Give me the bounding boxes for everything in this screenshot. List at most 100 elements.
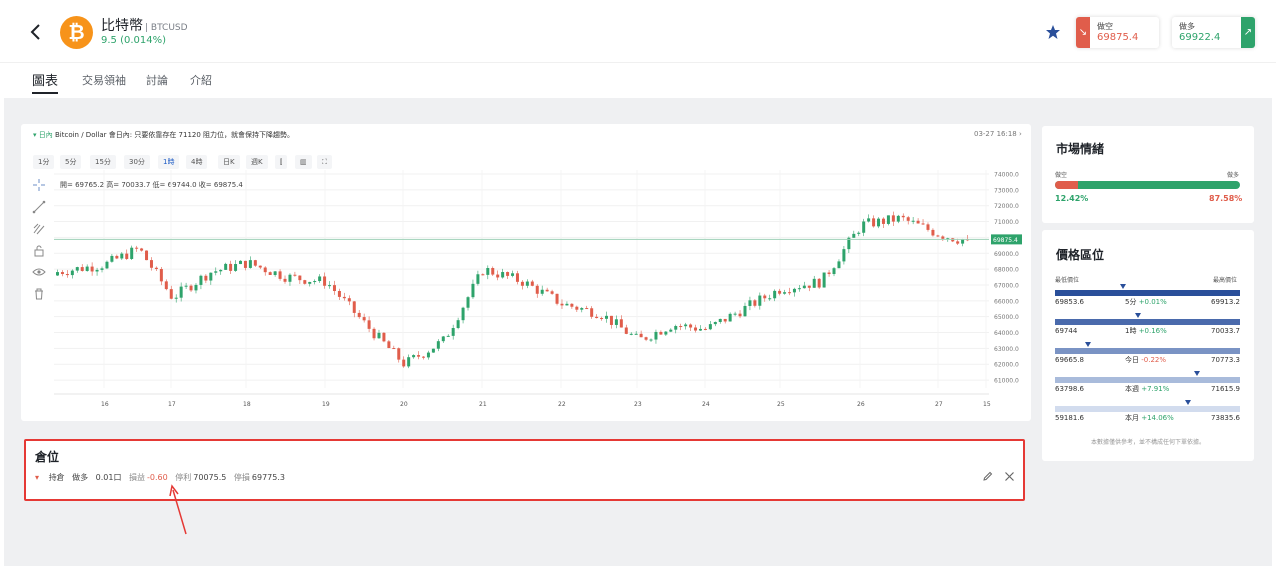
range-period: 今日 -0.22%	[1125, 355, 1166, 365]
tab-leaders[interactable]: 交易領袖	[82, 74, 126, 87]
candle-body	[773, 290, 777, 299]
y-tick-label: 68000.0	[994, 267, 1019, 274]
candle-body	[60, 272, 64, 275]
candle-body	[827, 272, 831, 275]
candle-body	[486, 268, 490, 275]
candle-body	[352, 301, 356, 313]
favorite-star-icon[interactable]	[1045, 24, 1061, 40]
candle-body	[248, 260, 252, 268]
candle-body	[95, 269, 99, 272]
sell-button[interactable]: ↘ 做空 69875.4	[1076, 17, 1159, 48]
candle-body	[718, 318, 722, 322]
candle-body	[466, 297, 470, 308]
interval-1m[interactable]: 1分	[33, 155, 55, 169]
interval-week[interactable]: 週K	[246, 155, 268, 169]
candle-body	[941, 236, 945, 239]
range-high: 73835.6	[1211, 414, 1240, 422]
close-icon[interactable]	[1004, 471, 1015, 482]
candle-body	[149, 260, 153, 268]
chart-date[interactable]: 03-27 16:18 ›	[974, 130, 1022, 138]
arrow-up-right-icon: ↗	[1241, 17, 1255, 48]
candle-body	[313, 281, 317, 283]
candle-body	[115, 255, 119, 259]
interval-4h[interactable]: 4時	[186, 155, 208, 169]
x-tick-label: 19	[322, 401, 330, 408]
candle-body	[417, 355, 421, 357]
candle-body	[698, 328, 702, 331]
candle-body	[713, 321, 717, 325]
x-tick-label: 15	[983, 401, 991, 408]
interval-5m[interactable]: 5分	[60, 155, 82, 169]
interval-30m[interactable]: 30分	[124, 155, 150, 169]
sentiment-title: 市場情緒	[1056, 142, 1105, 156]
lock-icon[interactable]	[32, 244, 46, 258]
candle-body	[575, 306, 579, 310]
range-low: 69853.6	[1055, 298, 1084, 306]
candle-body	[743, 305, 747, 317]
page-header: ₿ 比特幣 | BTCUSD 9.5 (0.014%) ↘ 做空 69875.4 …	[0, 0, 1276, 62]
trash-icon[interactable]	[32, 287, 46, 301]
candle-body	[219, 269, 223, 272]
tab-discussion[interactable]: 討論	[146, 74, 168, 87]
candle-body	[639, 333, 643, 338]
interval-1h[interactable]: 1時	[158, 155, 180, 169]
position-title: 倉位	[35, 450, 60, 464]
indicators-icon[interactable]: ▥	[295, 155, 312, 169]
coin-change: 9.5 (0.014%)	[101, 35, 167, 46]
candle-body	[323, 276, 327, 286]
candle-body	[461, 307, 465, 321]
buy-price: 69922.4	[1179, 32, 1221, 43]
candle-body	[347, 298, 351, 302]
candle-body	[243, 260, 247, 268]
candle-body	[877, 218, 881, 227]
range-bar	[1055, 319, 1240, 325]
tab-chart[interactable]: 圖表	[32, 70, 59, 94]
candle-body	[911, 220, 915, 222]
candlestick-chart[interactable]: 74000.073000.072000.071000.070000.069000…	[54, 170, 1022, 410]
fib-tool-icon[interactable]	[32, 222, 46, 236]
candle-body	[530, 281, 534, 286]
fullscreen-icon[interactable]: ⛶	[317, 155, 332, 169]
ohlc-readout: 開= 69765.2 高= 70033.7 低= 69744.0 收= 6987…	[60, 181, 243, 189]
candle-body	[412, 355, 416, 358]
candle-body	[852, 233, 856, 238]
candle-body	[328, 285, 332, 287]
chart-type-icon[interactable]: ⫿	[275, 155, 288, 169]
candle-body	[664, 331, 668, 335]
candle-body	[426, 352, 430, 358]
arrow-down-right-icon: ↘	[1076, 17, 1090, 48]
coin-name: 比特幣	[101, 18, 143, 34]
candle-body	[694, 327, 698, 331]
candle-body	[268, 272, 272, 275]
crosshair-icon[interactable]	[32, 178, 46, 192]
candle-body	[763, 295, 767, 299]
edit-pencil-icon[interactable]	[982, 471, 993, 482]
candle-body	[619, 319, 623, 328]
red-arrow-annotation	[169, 484, 187, 535]
range-marker	[1135, 313, 1142, 318]
range-bar	[1055, 348, 1240, 354]
candle-body	[209, 272, 213, 281]
back-arrow-icon[interactable]	[28, 22, 44, 42]
candle-body	[545, 289, 549, 292]
candle-body	[525, 281, 529, 286]
buy-button[interactable]: ↗ 做多 69922.4	[1172, 17, 1255, 48]
x-tick-label: 20	[400, 401, 408, 408]
pnl-label: 損益	[129, 473, 146, 482]
tab-intro[interactable]: 介紹	[190, 74, 212, 87]
x-tick-label: 16	[101, 401, 109, 408]
eye-icon[interactable]	[32, 265, 46, 279]
tab-bar: 圖表 交易領袖 討論 介紹	[0, 62, 1276, 98]
candle-body	[303, 280, 307, 284]
candle-body	[550, 291, 554, 294]
buy-label: 做多	[1179, 22, 1195, 31]
position-row[interactable]: ▾ 持倉 做多 0.01口 損益 -0.60 停利 70075.5 停損 69775.…	[35, 472, 290, 483]
interval-day[interactable]: 日K	[218, 155, 240, 169]
candle-body	[659, 331, 663, 335]
interval-15m[interactable]: 15分	[90, 155, 116, 169]
range-period: 5分 +0.01%	[1125, 297, 1167, 307]
collapse-triangle-icon[interactable]: ▾	[35, 473, 40, 482]
candle-body	[387, 341, 391, 349]
candle-body	[293, 274, 297, 276]
trendline-icon[interactable]	[32, 200, 46, 214]
